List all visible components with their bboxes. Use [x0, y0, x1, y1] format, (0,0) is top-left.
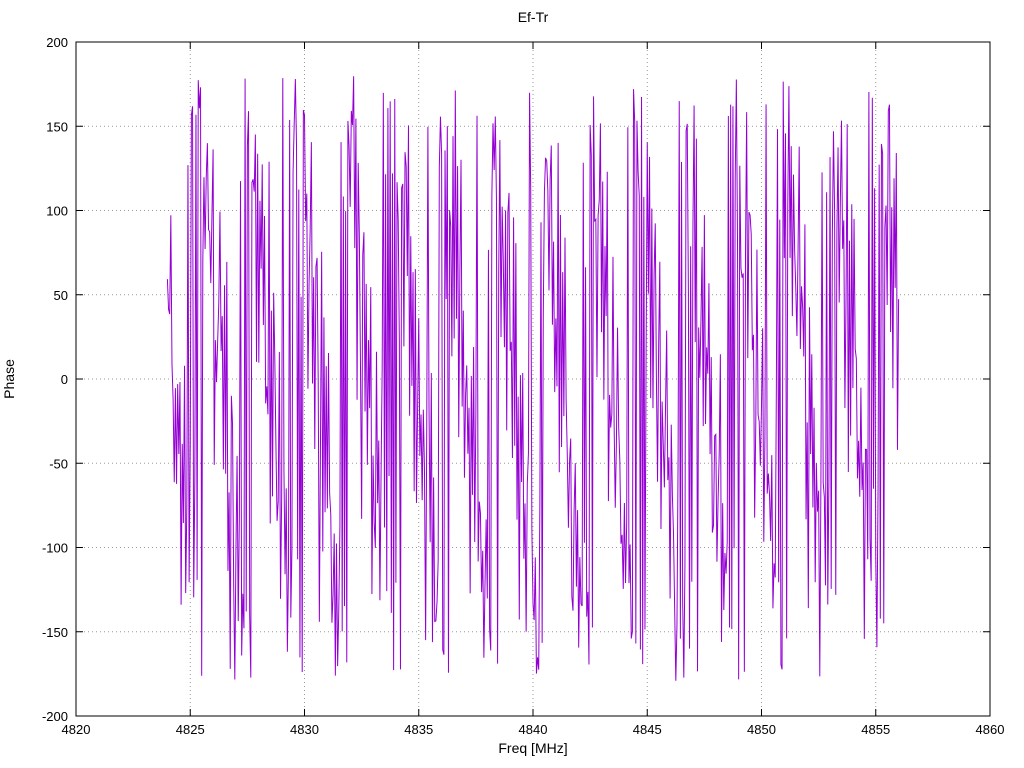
x-tick-labels: 4820 4825 4830 4835 4840 4845 4850 4855 4860	[62, 722, 1005, 737]
x-tick-label: 4845	[633, 722, 662, 737]
y-tick-label: 0	[61, 372, 68, 387]
x-tick-label: 4855	[861, 722, 890, 737]
y-tick-label: -150	[42, 625, 68, 640]
y-tick-label: -100	[42, 541, 68, 556]
x-tick-label: 4820	[62, 722, 91, 737]
y-tick-label: 100	[46, 204, 68, 219]
y-tick-label: 150	[46, 119, 68, 134]
x-axis-label: Freq [MHz]	[498, 740, 567, 756]
y-tick-label: -200	[42, 709, 68, 724]
phase-series-line	[166, 76, 900, 681]
y-tick-label: 200	[46, 35, 68, 50]
x-tick-label: 4860	[976, 722, 1005, 737]
tick-marks	[75, 41, 991, 717]
y-tick-label: -50	[49, 456, 68, 471]
y-tick-labels: -200 -150 -100 -50 0 50 100 150 200	[42, 35, 68, 724]
x-tick-label: 4830	[290, 722, 319, 737]
x-tick-label: 4835	[404, 722, 433, 737]
chart-title: Ef-Tr	[518, 9, 549, 25]
x-tick-label: 4840	[519, 722, 548, 737]
x-tick-label: 4850	[747, 722, 776, 737]
y-axis-label: Phase	[1, 359, 17, 399]
y-tick-label: 50	[54, 288, 68, 303]
x-tick-label: 4825	[176, 722, 205, 737]
